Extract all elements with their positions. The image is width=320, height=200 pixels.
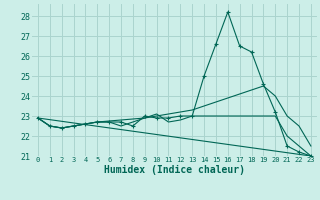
X-axis label: Humidex (Indice chaleur): Humidex (Indice chaleur)	[104, 165, 245, 175]
